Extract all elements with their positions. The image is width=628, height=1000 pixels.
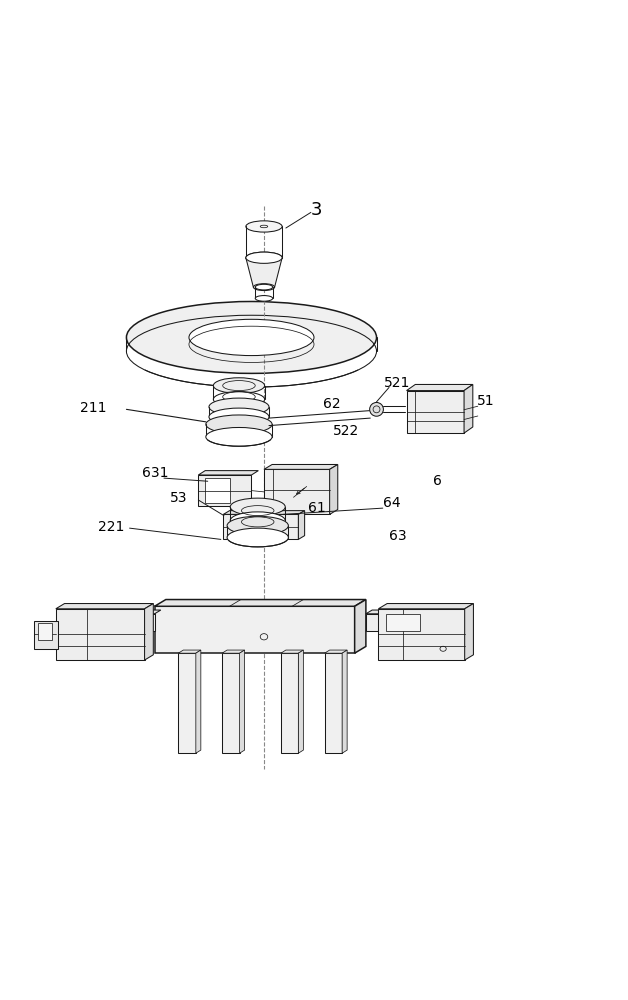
Bar (38, 623, 52, 640)
Bar (205, 478, 230, 503)
Bar (406, 391, 464, 433)
Ellipse shape (253, 284, 274, 291)
Ellipse shape (206, 415, 272, 434)
Text: 3: 3 (311, 201, 322, 219)
Text: 521: 521 (384, 376, 411, 390)
Polygon shape (465, 604, 474, 660)
Ellipse shape (246, 252, 282, 263)
Ellipse shape (214, 378, 264, 393)
Text: 522: 522 (333, 424, 359, 438)
Polygon shape (406, 384, 473, 391)
Polygon shape (56, 604, 153, 609)
Text: 53: 53 (170, 491, 188, 505)
Ellipse shape (255, 296, 273, 301)
Text: 221: 221 (99, 520, 125, 534)
Polygon shape (154, 600, 366, 606)
Bar (56, 609, 144, 660)
Text: 51: 51 (477, 394, 494, 408)
Bar (222, 653, 240, 753)
Polygon shape (240, 650, 244, 753)
Bar (379, 609, 465, 660)
Bar (264, 469, 330, 514)
Polygon shape (325, 650, 347, 653)
Bar (224, 514, 298, 539)
Bar (366, 614, 403, 631)
Text: 211: 211 (80, 401, 106, 415)
Polygon shape (464, 384, 473, 433)
Text: 6: 6 (433, 474, 441, 488)
Text: 61: 61 (308, 501, 325, 515)
Text: 631: 631 (142, 466, 168, 480)
Bar (111, 614, 154, 631)
Text: 62: 62 (323, 397, 341, 411)
Ellipse shape (370, 402, 384, 416)
Ellipse shape (227, 516, 288, 535)
Polygon shape (264, 464, 338, 469)
Text: 64: 64 (383, 496, 401, 510)
Polygon shape (196, 650, 201, 753)
Ellipse shape (227, 528, 288, 547)
Ellipse shape (230, 498, 285, 516)
Bar (386, 614, 420, 631)
Ellipse shape (126, 301, 377, 373)
Bar (325, 653, 342, 753)
Bar (198, 475, 251, 506)
Bar (281, 653, 298, 753)
Polygon shape (342, 650, 347, 753)
Polygon shape (330, 464, 338, 514)
Polygon shape (224, 511, 305, 514)
Bar (178, 653, 196, 753)
Polygon shape (281, 650, 303, 653)
Polygon shape (355, 600, 366, 653)
Polygon shape (198, 471, 258, 475)
Polygon shape (111, 610, 161, 614)
Bar (34, 621, 58, 649)
Ellipse shape (246, 252, 282, 263)
Text: 63: 63 (389, 529, 407, 543)
Ellipse shape (255, 284, 273, 290)
Polygon shape (246, 258, 282, 287)
Ellipse shape (189, 319, 314, 356)
Ellipse shape (214, 392, 264, 407)
Ellipse shape (209, 408, 269, 426)
Polygon shape (144, 604, 153, 660)
Ellipse shape (230, 512, 285, 529)
Ellipse shape (246, 221, 282, 232)
Polygon shape (379, 604, 474, 609)
Polygon shape (298, 511, 305, 539)
Ellipse shape (206, 427, 272, 446)
Ellipse shape (209, 398, 269, 416)
Polygon shape (298, 650, 303, 753)
Bar (154, 606, 355, 653)
Polygon shape (366, 610, 409, 614)
Polygon shape (222, 650, 244, 653)
Polygon shape (178, 650, 201, 653)
